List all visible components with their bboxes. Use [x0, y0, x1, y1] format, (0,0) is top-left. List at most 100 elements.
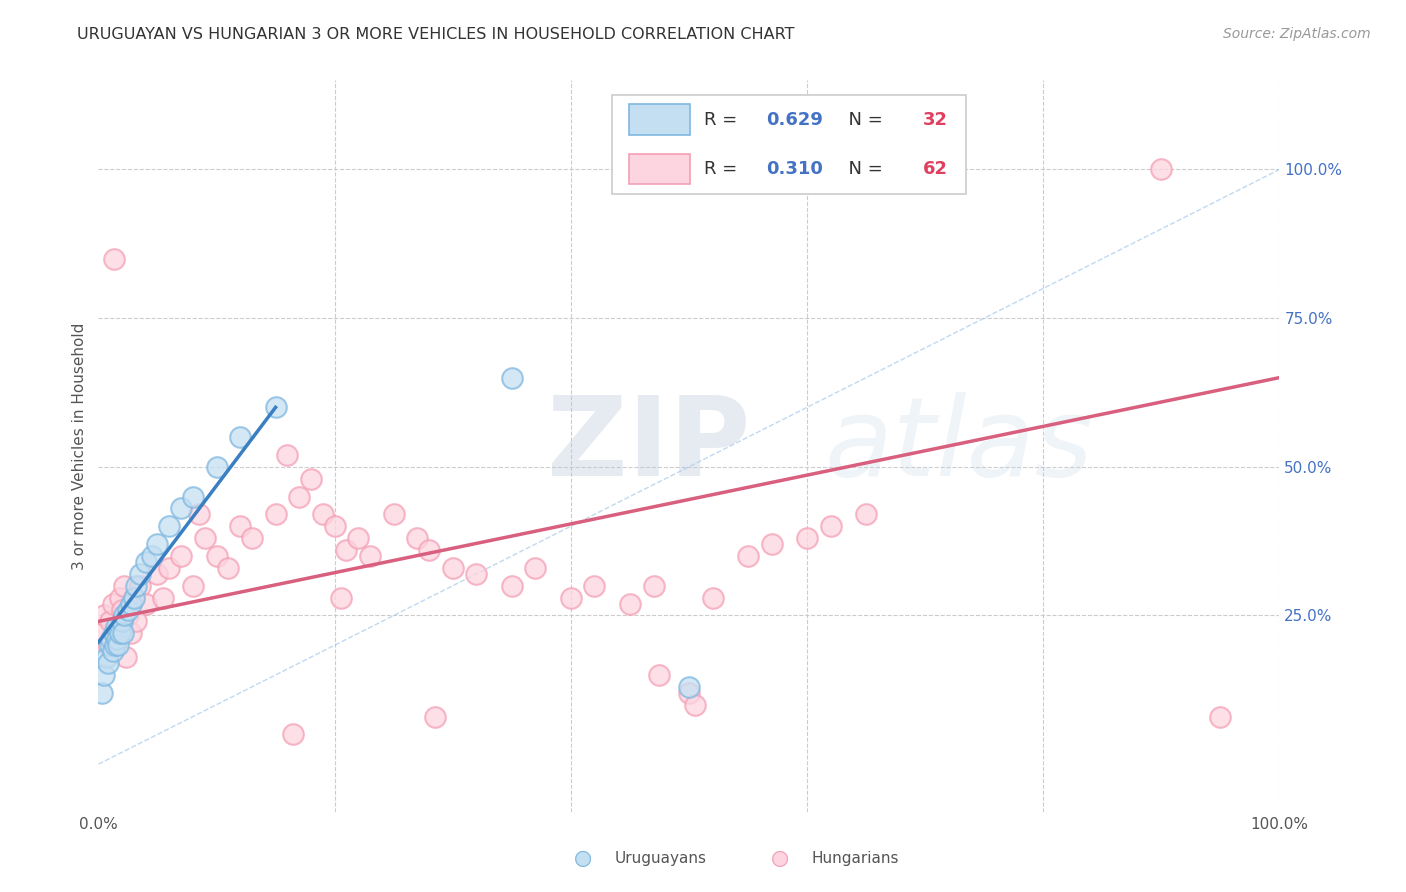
Point — [103, 252, 125, 266]
Point — [796, 531, 818, 545]
Point — [217, 561, 239, 575]
Point — [105, 620, 128, 634]
Point — [1209, 709, 1232, 723]
Point — [170, 501, 193, 516]
Point — [288, 490, 311, 504]
Point — [702, 591, 724, 605]
Point — [205, 459, 228, 474]
Point — [347, 531, 370, 545]
Point — [135, 555, 157, 569]
Point — [107, 638, 129, 652]
Y-axis label: 3 or more Vehicles in Household: 3 or more Vehicles in Household — [72, 322, 87, 570]
Point — [240, 531, 263, 545]
Point — [121, 597, 143, 611]
Point — [111, 602, 134, 616]
Point — [501, 370, 523, 384]
Point — [312, 508, 335, 522]
Point — [117, 602, 139, 616]
Text: ●: ● — [772, 848, 789, 868]
Point — [187, 508, 209, 522]
Text: R =: R = — [704, 111, 744, 128]
Point — [157, 519, 180, 533]
Point — [205, 549, 228, 563]
Point — [108, 626, 131, 640]
Point — [117, 608, 139, 623]
Point — [382, 508, 405, 522]
Point — [105, 632, 128, 647]
Point — [157, 561, 180, 575]
Point — [181, 490, 204, 504]
Point — [276, 448, 298, 462]
FancyBboxPatch shape — [628, 104, 690, 135]
Text: Source: ZipAtlas.com: Source: ZipAtlas.com — [1223, 27, 1371, 41]
Point — [229, 430, 252, 444]
Point — [112, 626, 135, 640]
Point — [678, 680, 700, 694]
Point — [141, 549, 163, 563]
Point — [583, 579, 606, 593]
Point — [329, 591, 352, 605]
Point — [560, 591, 582, 605]
Point — [111, 615, 134, 629]
Text: N =: N = — [837, 111, 889, 128]
FancyBboxPatch shape — [628, 153, 690, 185]
Point — [418, 543, 440, 558]
FancyBboxPatch shape — [612, 95, 966, 194]
Point — [93, 668, 115, 682]
Point — [737, 549, 759, 563]
Text: ●: ● — [575, 848, 592, 868]
Point — [820, 519, 842, 533]
Point — [855, 508, 877, 522]
Point — [678, 686, 700, 700]
Point — [648, 668, 671, 682]
Point — [93, 608, 115, 623]
Point — [283, 727, 305, 741]
Point — [91, 686, 114, 700]
Text: atlas: atlas — [825, 392, 1094, 500]
Text: Uruguayans: Uruguayans — [614, 851, 706, 865]
Point — [100, 632, 122, 647]
Text: N =: N = — [837, 160, 889, 178]
Text: 62: 62 — [922, 160, 948, 178]
Point — [91, 626, 114, 640]
Point — [125, 579, 148, 593]
Point — [97, 656, 120, 670]
Point — [170, 549, 193, 563]
Point — [105, 626, 128, 640]
Text: R =: R = — [704, 160, 744, 178]
Point — [122, 591, 145, 605]
Point — [524, 561, 547, 575]
Point — [146, 537, 169, 551]
Point — [229, 519, 252, 533]
Point — [761, 537, 783, 551]
Point — [1150, 162, 1173, 177]
Point — [128, 566, 150, 581]
Text: ○: ○ — [772, 848, 789, 868]
Point — [108, 591, 131, 605]
Point — [683, 698, 706, 712]
Point — [112, 579, 135, 593]
Text: Hungarians: Hungarians — [811, 851, 898, 865]
Point — [98, 638, 121, 652]
Point — [299, 472, 322, 486]
Point — [441, 561, 464, 575]
Point — [128, 579, 150, 593]
Point — [125, 615, 148, 629]
Point — [103, 626, 125, 640]
Point — [194, 531, 217, 545]
Point — [465, 566, 488, 581]
Text: 0.629: 0.629 — [766, 111, 823, 128]
Point — [104, 638, 127, 652]
Text: URUGUAYAN VS HUNGARIAN 3 OR MORE VEHICLES IN HOUSEHOLD CORRELATION CHART: URUGUAYAN VS HUNGARIAN 3 OR MORE VEHICLE… — [77, 27, 794, 42]
Text: 32: 32 — [922, 111, 948, 128]
Text: ○: ○ — [575, 848, 592, 868]
Point — [96, 650, 118, 665]
Point — [101, 644, 124, 658]
Point — [264, 401, 287, 415]
Point — [406, 531, 429, 545]
Point — [101, 597, 124, 611]
Point — [112, 608, 135, 623]
Point — [643, 579, 665, 593]
Point — [114, 650, 136, 665]
Point — [335, 543, 357, 558]
